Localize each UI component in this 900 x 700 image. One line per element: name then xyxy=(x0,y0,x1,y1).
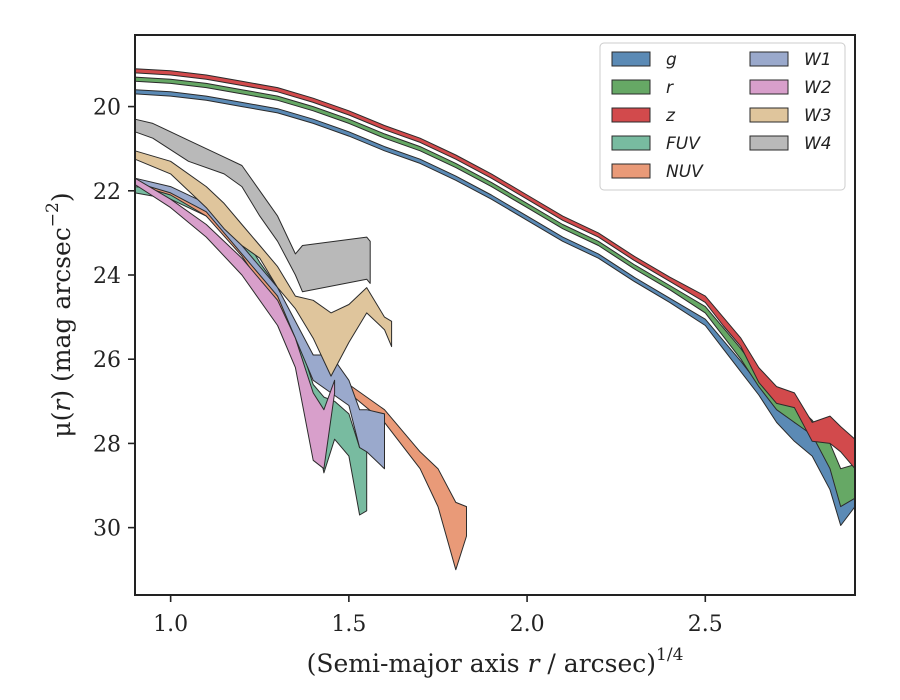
y-axis-label: μ(r) (mag arcsec−2) xyxy=(43,192,76,437)
y-axis-label-var: r xyxy=(47,398,76,412)
series-band-w3 xyxy=(134,150,393,377)
legend-swatch-fuv xyxy=(611,135,651,151)
y-axis-label-exp: −2 xyxy=(43,202,63,227)
legend-swatch-w1 xyxy=(749,51,789,67)
legend-swatch-g xyxy=(611,51,651,67)
series-band-w1 xyxy=(134,177,385,470)
y-tick-label: 30 xyxy=(93,517,121,542)
legend-swatch-w3 xyxy=(749,107,789,123)
legend-label-r: r xyxy=(666,78,674,98)
legend-swatch-w2 xyxy=(749,79,789,95)
y-tick-label: 26 xyxy=(93,348,121,373)
legend-label-nuv: NUV xyxy=(666,162,704,182)
plot-area xyxy=(134,68,856,571)
y-axis-label-rest: ) (mag arcsec xyxy=(47,227,76,400)
y-axis: 20 22 24 26 28 30 xyxy=(93,96,135,542)
series-band-w2 xyxy=(134,177,336,470)
x-axis-label-var: r xyxy=(528,649,542,678)
legend-swatch-w4 xyxy=(749,135,789,151)
legend-label-g: g xyxy=(666,50,677,70)
legend-swatch-z xyxy=(611,107,651,123)
y-tick-label: 22 xyxy=(93,180,121,205)
legend-label-z: z xyxy=(665,106,676,126)
x-tick-label: 2.0 xyxy=(510,612,545,637)
legend-swatch-nuv xyxy=(611,163,651,179)
y-axis-label-close: ) xyxy=(47,192,76,202)
legend-label-fuv: FUV xyxy=(666,134,701,154)
legend-label-w3: W3 xyxy=(804,106,832,126)
x-axis-label-main: (Semi-major axis xyxy=(307,649,528,678)
legend-label-w1: W1 xyxy=(804,50,832,70)
y-tick-label: 28 xyxy=(93,432,121,457)
x-axis-label-rest: / arcsec) xyxy=(539,649,656,678)
x-axis-label-exp: 1/4 xyxy=(656,645,683,665)
legend-items: grz FUV NUV W1 W2 W3 W4 xyxy=(611,50,832,182)
legend-swatch-r xyxy=(611,79,651,95)
legend-label-w2: W2 xyxy=(804,78,832,98)
series-band-w4 xyxy=(134,118,371,293)
y-axis-label-main: μ( xyxy=(47,412,76,438)
x-tick-label: 1.5 xyxy=(331,612,366,637)
legend: grz FUV NUV W1 W2 W3 W4 xyxy=(599,42,846,191)
legend-label-w4: W4 xyxy=(804,134,832,154)
y-tick-label: 20 xyxy=(93,96,121,121)
x-tick-label: 1.0 xyxy=(153,612,188,637)
x-axis-label: (Semi-major axis r / arcsec)1/4 xyxy=(307,645,684,678)
axes-frame xyxy=(134,34,856,596)
x-tick-label: 2.5 xyxy=(688,612,723,637)
y-tick-label: 24 xyxy=(93,264,121,289)
x-axis: 1.0 1.5 2.0 2.5 xyxy=(153,595,723,637)
